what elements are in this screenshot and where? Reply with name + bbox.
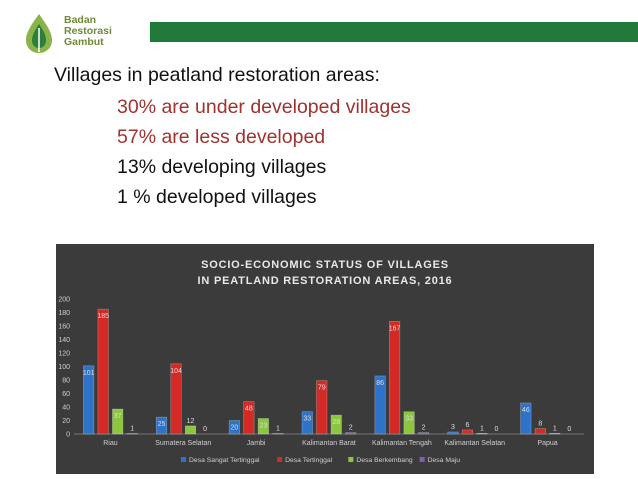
bar (330, 414, 342, 435)
data-label: 1 (480, 425, 484, 432)
data-label: 167 (389, 325, 401, 332)
data-label: 8 (538, 421, 542, 428)
bar (97, 308, 109, 435)
legend-label: Desa Berkembang (356, 457, 413, 464)
x-tick-label: Kalimantan Tengah (372, 440, 432, 447)
data-label: 0 (203, 426, 207, 433)
data-label: 20 (230, 425, 238, 432)
legend-swatch (419, 457, 425, 462)
data-label: 0 (495, 426, 499, 433)
y-tick-label: 60 (62, 391, 70, 398)
data-label: 104 (170, 368, 182, 375)
bar (83, 365, 95, 435)
data-label: 48 (245, 406, 253, 413)
bar (549, 433, 561, 435)
legend-swatch (348, 457, 354, 462)
y-tick-label: 160 (58, 324, 70, 331)
leaf-drop-logo-icon (26, 14, 52, 53)
bar (184, 425, 197, 435)
x-tick-label: Papua (537, 440, 557, 447)
data-label: 12 (187, 418, 195, 425)
bar (476, 433, 488, 435)
y-tick-label: 120 (58, 351, 70, 358)
data-label: 6 (466, 422, 470, 429)
stat-line-developing: 13% developing villages (117, 156, 327, 178)
logo-line-2: Restorasi (64, 25, 112, 37)
x-tick-label: Kalimantan Selatan (444, 440, 505, 447)
y-tick-label: 100 (58, 364, 70, 371)
bar (345, 432, 357, 435)
data-label: 2 (422, 425, 426, 432)
legend-swatch (277, 457, 283, 462)
bar (272, 433, 284, 435)
legend-swatch (181, 457, 186, 462)
logo-text: Badan Restorasi Gambut (64, 15, 112, 48)
bar (126, 433, 138, 435)
bar (447, 431, 459, 435)
data-label: 46 (522, 407, 530, 414)
x-tick-label: Sumatera Selatan (155, 440, 211, 447)
chart-title-line-1: SOCIO-ECONOMIC STATUS OF VILLAGES (201, 259, 449, 271)
data-label: 79 (318, 385, 326, 392)
data-label: 33 (303, 416, 311, 423)
chart-plot: 020406080100120140160180200101185371Riau… (58, 297, 584, 464)
x-tick-label: Riau (103, 440, 118, 447)
bar (389, 320, 401, 435)
bar (520, 402, 532, 435)
x-tick-label: Jambi (247, 440, 266, 447)
y-tick-label: 180 (58, 310, 70, 317)
bar (228, 420, 240, 435)
data-label: 2 (349, 425, 353, 432)
bar (461, 429, 474, 435)
data-label: 1 (553, 425, 557, 432)
data-label: 37 (114, 413, 122, 420)
stat-line-developed: 1 % developed villages (117, 186, 317, 208)
y-tick-label: 140 (58, 337, 70, 344)
y-tick-label: 80 (62, 378, 70, 385)
data-label: 23 (259, 422, 267, 429)
bgr-logo: Badan Restorasi Gambut (24, 12, 144, 56)
data-label: 101 (83, 370, 95, 377)
x-tick-label: Kalimantan Barat (302, 440, 356, 447)
header-bar (150, 22, 638, 42)
stat-line-less-developed: 57% are less developed (117, 126, 326, 148)
stat-line-under-developed: 30% are under developed villages (117, 96, 411, 118)
bar (374, 375, 386, 435)
bar (534, 428, 546, 435)
logo-line-1: Badan (64, 14, 97, 26)
y-tick-label: 20 (62, 418, 70, 425)
bar (403, 411, 415, 435)
bar (170, 363, 182, 435)
data-label: 86 (376, 380, 384, 387)
y-tick-label: 200 (58, 297, 70, 304)
logo-line-3: Gambut (64, 36, 104, 48)
data-label: 3 (451, 424, 455, 431)
bar (316, 380, 328, 435)
data-label: 33 (405, 416, 413, 423)
data-label: 28 (332, 419, 340, 426)
bar (243, 401, 255, 435)
data-label: 25 (158, 421, 166, 428)
bar (301, 411, 313, 435)
bar (418, 432, 430, 435)
village-status-chart: SOCIO-ECONOMIC STATUS OF VILLAGES IN PEA… (56, 244, 594, 474)
chart-title-line-2: IN PEATLAND RESTORATION AREAS, 2016 (197, 275, 453, 287)
bar (257, 418, 269, 435)
legend-label: Desa Maju (428, 457, 461, 464)
y-tick-label: 40 (62, 405, 70, 412)
data-label: 185 (97, 313, 109, 320)
bar (155, 416, 168, 435)
data-label: 1 (130, 425, 134, 432)
data-label: 0 (567, 426, 571, 433)
legend-label: Desa Sangat Tertinggal (189, 457, 260, 464)
data-label: 1 (276, 425, 280, 432)
bar (112, 408, 124, 435)
legend-label: Desa Tertinggal (285, 457, 333, 464)
y-tick-label: 0 (66, 432, 70, 439)
slide-heading: Villages in peatland restoration areas: (54, 64, 380, 86)
